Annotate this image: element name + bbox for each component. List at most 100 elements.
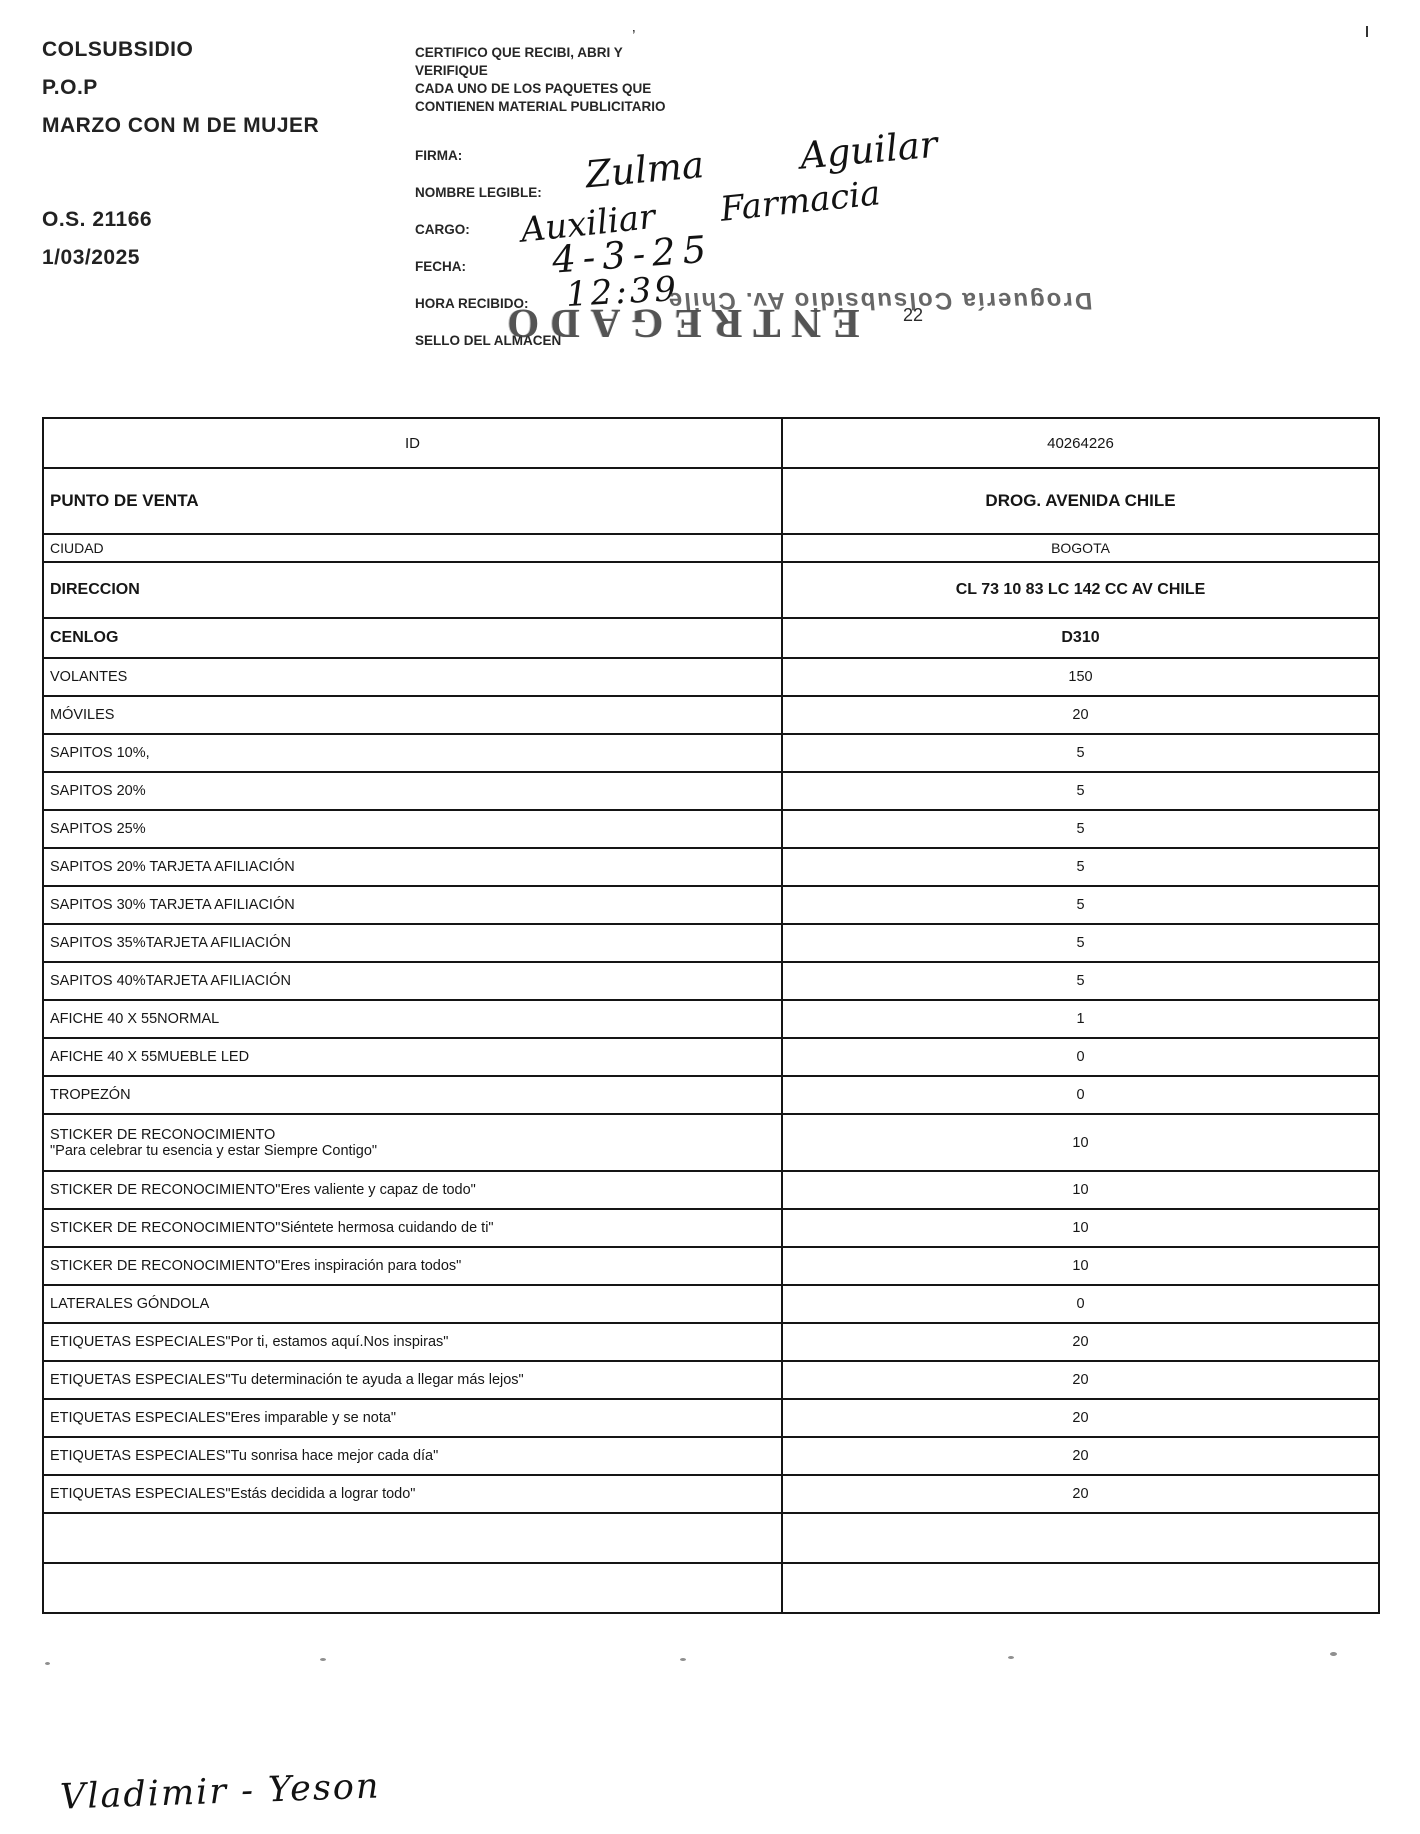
- row-label: [42, 1512, 783, 1564]
- pop-delivery-table: ID 40264226 PUNTO DE VENTA DROG. AVENIDA CH…: [42, 417, 1380, 1614]
- certification-line: CERTIFICO QUE RECIBI, ABRI Y: [415, 45, 623, 60]
- table-row: LATERALES GÓNDOLA 0: [42, 1284, 1380, 1324]
- table-row: [42, 1562, 1380, 1614]
- row-label: PUNTO DE VENTA: [42, 467, 783, 535]
- table-row: SAPITOS 20% TARJETA AFILIACIÓN 5: [42, 847, 1380, 887]
- order-date: 1/03/2025: [42, 246, 140, 269]
- row-value: D310: [781, 617, 1380, 659]
- program-name: P.O.P: [42, 76, 98, 99]
- row-label: MÓVILES: [42, 695, 783, 735]
- row-value: BOGOTA: [781, 533, 1380, 563]
- row-label: STICKER DE RECONOCIMIENTO "Para celebrar …: [42, 1113, 783, 1172]
- scan-speck: [45, 1662, 50, 1665]
- row-label: DIRECCION: [42, 561, 783, 619]
- row-value: 5: [781, 771, 1380, 811]
- row-label: ETIQUETAS ESPECIALES"Tu sonrisa hace mej…: [42, 1436, 783, 1476]
- row-label: TROPEZÓN: [42, 1075, 783, 1115]
- row-label: SAPITOS 10%,: [42, 733, 783, 773]
- row-label: CENLOG: [42, 617, 783, 659]
- row-value: 20: [781, 1474, 1380, 1514]
- table-row: SAPITOS 10%, 5: [42, 733, 1380, 773]
- row-value: 10: [781, 1170, 1380, 1210]
- row-label: AFICHE 40 X 55MUEBLE LED: [42, 1037, 783, 1077]
- table-row: STICKER DE RECONOCIMIENTO "Para celebrar …: [42, 1113, 1380, 1172]
- scan-mark: ’: [632, 28, 636, 45]
- table-row: STICKER DE RECONOCIMIENTO"Siéntete hermo…: [42, 1208, 1380, 1248]
- row-value: 10: [781, 1113, 1380, 1172]
- table-row: SAPITOS 35%TARJETA AFILIACIÓN 5: [42, 923, 1380, 963]
- sello-almacen-label: SELLO DEL ALMACEN: [415, 333, 562, 348]
- row-label: STICKER DE RECONOCIMIENTO"Eres valiente …: [42, 1170, 783, 1210]
- row-label: SAPITOS 20%: [42, 771, 783, 811]
- scan-speck: [1330, 1652, 1337, 1656]
- table-row: TROPEZÓN 0: [42, 1075, 1380, 1115]
- firma-label: FIRMA:: [415, 148, 463, 163]
- cargo-label: CARGO:: [415, 222, 470, 237]
- table-row: ETIQUETAS ESPECIALES"Tu sonrisa hace mej…: [42, 1436, 1380, 1476]
- row-value: [781, 1512, 1380, 1564]
- row-value: CL 73 10 83 LC 142 CC AV CHILE: [781, 561, 1380, 619]
- order-number: O.S. 21166: [42, 208, 153, 231]
- nombre-legible-label: NOMBRE LEGIBLE:: [415, 185, 542, 200]
- row-label: ID: [42, 417, 783, 469]
- row-value: 5: [781, 885, 1380, 925]
- table-row: CENLOG D310: [42, 617, 1380, 659]
- row-value: 20: [781, 1436, 1380, 1476]
- row-value: 10: [781, 1208, 1380, 1248]
- row-value: 10: [781, 1246, 1380, 1286]
- row-label: ETIQUETAS ESPECIALES"Estás decidida a lo…: [42, 1474, 783, 1514]
- table-row: SAPITOS 25% 5: [42, 809, 1380, 849]
- scan-speck: [320, 1658, 326, 1661]
- row-label: ETIQUETAS ESPECIALES"Por ti, estamos aqu…: [42, 1322, 783, 1362]
- table-row: MÓVILES 20: [42, 695, 1380, 735]
- table-row: STICKER DE RECONOCIMIENTO"Eres inspiraci…: [42, 1246, 1380, 1286]
- row-label: SAPITOS 30% TARJETA AFILIACIÓN: [42, 885, 783, 925]
- certification-line: CONTIENEN MATERIAL PUBLICITARIO: [415, 99, 666, 114]
- scan-speck: [1008, 1656, 1014, 1659]
- row-value: 5: [781, 733, 1380, 773]
- row-value: 5: [781, 923, 1380, 963]
- table-row: DIRECCION CL 73 10 83 LC 142 CC AV CHILE: [42, 561, 1380, 619]
- row-value: 20: [781, 1398, 1380, 1438]
- table-row: ID 40264226: [42, 417, 1380, 469]
- table-row: SAPITOS 40%TARJETA AFILIACIÓN 5: [42, 961, 1380, 1001]
- table-row: CIUDAD BOGOTA: [42, 533, 1380, 563]
- pop-table-body: ID 40264226 PUNTO DE VENTA DROG. AVENIDA CH…: [42, 417, 1380, 1614]
- row-value: 20: [781, 695, 1380, 735]
- row-label: [42, 1562, 783, 1614]
- table-row: [42, 1512, 1380, 1564]
- campaign-name: MARZO CON M DE MUJER: [42, 114, 320, 137]
- table-row: STICKER DE RECONOCIMIENTO"Eres valiente …: [42, 1170, 1380, 1210]
- row-value: 5: [781, 847, 1380, 887]
- row-value: 5: [781, 809, 1380, 849]
- table-row: AFICHE 40 X 55NORMAL 1: [42, 999, 1380, 1039]
- company-name: COLSUBSIDIO: [42, 38, 194, 61]
- table-row: SAPITOS 20% 5: [42, 771, 1380, 811]
- row-value: 5: [781, 961, 1380, 1001]
- row-value: 150: [781, 657, 1380, 697]
- entregado-stamp: ENTREGADO: [496, 301, 860, 347]
- row-value: 0: [781, 1037, 1380, 1077]
- row-label: SAPITOS 40%TARJETA AFILIACIÓN: [42, 961, 783, 1001]
- table-row: SAPITOS 30% TARJETA AFILIACIÓN 5: [42, 885, 1380, 925]
- row-label: SAPITOS 25%: [42, 809, 783, 849]
- row-value: DROG. AVENIDA CHILE: [781, 467, 1380, 535]
- header-left: COLSUBSIDIO P.O.P MARZO CON M DE MUJER O…: [42, 38, 319, 284]
- table-row: ETIQUETAS ESPECIALES"Eres imparable y se…: [42, 1398, 1380, 1438]
- table-row: ETIQUETAS ESPECIALES"Estás decidida a lo…: [42, 1474, 1380, 1514]
- certification-line: VERIFIQUE: [415, 63, 488, 78]
- table-row: ETIQUETAS ESPECIALES"Tu determinación te…: [42, 1360, 1380, 1400]
- row-label: ETIQUETAS ESPECIALES"Eres imparable y se…: [42, 1398, 783, 1438]
- row-label: VOLANTES: [42, 657, 783, 697]
- row-label: SAPITOS 35%TARJETA AFILIACIÓN: [42, 923, 783, 963]
- row-label: LATERALES GÓNDOLA: [42, 1284, 783, 1324]
- row-label: CIUDAD: [42, 533, 783, 563]
- table-row: PUNTO DE VENTA DROG. AVENIDA CHILE: [42, 467, 1380, 535]
- row-label: STICKER DE RECONOCIMIENTO"Eres inspiraci…: [42, 1246, 783, 1286]
- row-value: 0: [781, 1284, 1380, 1324]
- row-value: 0: [781, 1075, 1380, 1115]
- row-label: STICKER DE RECONOCIMIENTO"Siéntete hermo…: [42, 1208, 783, 1248]
- row-label: AFICHE 40 X 55NORMAL: [42, 999, 783, 1039]
- fecha-label: FECHA:: [415, 259, 466, 274]
